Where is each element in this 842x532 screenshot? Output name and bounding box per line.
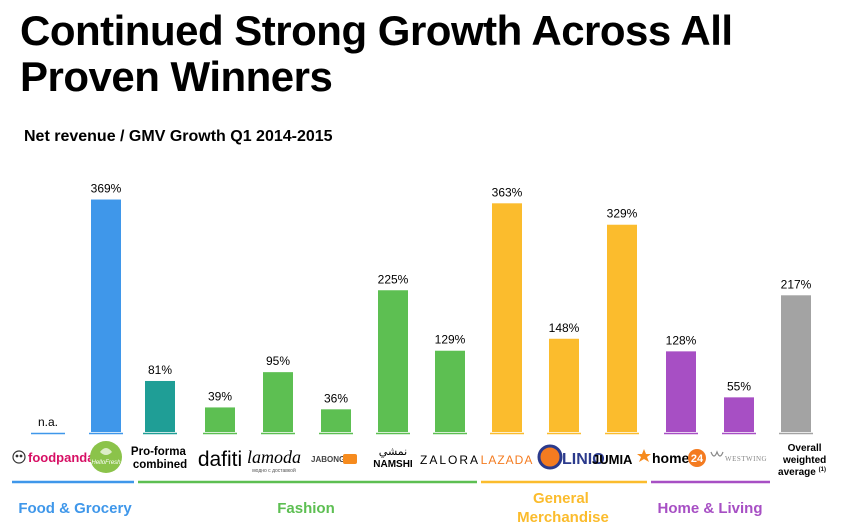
bar-home24 — [666, 351, 696, 432]
lamoda-logo: lamoda модно с доставкой — [247, 447, 301, 474]
chart-subtitle: Net revenue / GMV Growth Q1 2014-2015 — [24, 128, 333, 145]
bar-jabong — [321, 409, 351, 432]
value-label-pro-forma-combined: 81% — [148, 363, 172, 377]
namshi-wordmark: NAMSHI — [373, 459, 413, 470]
home24-badge-number: 24 — [691, 453, 704, 465]
value-label-foodpanda: n.a. — [38, 415, 58, 429]
linio-emblem-icon — [537, 444, 563, 470]
jumia-wordmark: JUMIA — [592, 452, 633, 467]
value-label-zalora: 129% — [435, 333, 466, 347]
food-grocery-label: Food & Grocery — [18, 500, 132, 517]
jumia-logo: JUMIA — [592, 449, 651, 467]
proforma-line-2: combined — [133, 459, 187, 471]
value-label-linio: 148% — [549, 321, 580, 335]
general-merchandise-line-2: Merchandise — [517, 509, 609, 526]
overall-line-3: average — [778, 467, 816, 478]
proforma-label: Pro-forma combined — [131, 446, 189, 471]
namshi-logo: نمشي NAMSHI — [373, 446, 413, 470]
dafiti-wordmark: dafiti — [198, 448, 242, 471]
general-merchandise-label: General Merchandise — [517, 490, 609, 526]
bar-hellofresh — [91, 199, 121, 432]
value-labels-layer: n.a. 369% 81% 39% 95% 36% 225% 129% 363% 148% 329%… — [38, 182, 812, 429]
bar-lamoda — [263, 372, 293, 432]
general-merchandise-line-1: General — [533, 490, 589, 507]
value-label-lazada: 363% — [492, 185, 523, 199]
bar-pro-forma-combined — [145, 380, 175, 432]
lazada-wordmark: LAZADA — [481, 453, 534, 467]
westwing-wordmark: WESTWING — [725, 455, 767, 463]
jabong-tag-icon — [343, 454, 357, 464]
linio-logo: LINIO — [537, 444, 605, 470]
value-label-home24: 128% — [666, 333, 697, 347]
bar-lazada — [492, 203, 522, 432]
bar-dafiti — [205, 407, 235, 432]
bar-namshi — [378, 290, 408, 432]
home-living-label: Home & Living — [657, 500, 762, 517]
linio-wordmark: LINIO — [562, 451, 605, 468]
jabong-logo: JABONG — [311, 454, 357, 464]
namshi-arabic: نمشي — [379, 446, 407, 458]
zalora-wordmark: ZALORA — [420, 453, 480, 467]
westwing-logo: WESTWING — [710, 450, 767, 463]
proforma-line-1: Pro-forma — [131, 446, 187, 458]
bar-zalora — [435, 350, 465, 432]
overall-average-label: Overall weighted average (1) — [778, 443, 829, 478]
brand-logos-row: foodpanda HelloFresh Pro-forma combined … — [12, 441, 829, 478]
home24-badge-icon — [688, 449, 706, 467]
panda-icon — [12, 450, 26, 464]
leaf-icon — [100, 448, 112, 455]
bar-linio — [549, 338, 579, 432]
value-label-jumia: 329% — [607, 207, 638, 221]
foodpanda-logo: foodpanda — [12, 450, 95, 465]
value-label-overall-weighted-average-1: 217% — [781, 277, 812, 291]
value-label-namshi: 225% — [378, 272, 409, 286]
group-labels: Food & Grocery Fashion General Merchandi… — [18, 490, 762, 526]
jabong-wordmark: JABONG — [311, 455, 345, 464]
bars-layer — [31, 199, 813, 435]
value-label-jabong: 36% — [324, 391, 348, 405]
value-label-hellofresh: 369% — [91, 182, 122, 196]
home24-wordmark: home — [652, 450, 690, 466]
overall-line-2: weighted — [782, 455, 826, 466]
hellofresh-badge — [90, 441, 122, 473]
value-label-lamoda: 95% — [266, 354, 290, 368]
bar-overall-weighted-average-1 — [781, 295, 811, 432]
hellofresh-wordmark: HelloFresh — [91, 460, 121, 466]
panda-eye-right — [19, 454, 23, 458]
page-title: Continued Strong Growth Across All Prove… — [20, 7, 733, 100]
home24-logo: home 24 — [652, 449, 706, 467]
hellofresh-logo: HelloFresh — [90, 441, 122, 473]
foodpanda-wordmark: foodpanda — [28, 450, 95, 465]
value-label-dafiti: 39% — [208, 389, 232, 403]
fashion-label: Fashion — [277, 500, 335, 517]
bar-westwing — [724, 397, 754, 432]
overall-footnote: (1) — [819, 467, 826, 473]
lamoda-tagline: модно с доставкой — [252, 467, 296, 474]
lamoda-wordmark: lamoda — [247, 447, 301, 467]
panda-eye-left — [15, 454, 19, 458]
jumia-star-icon — [637, 449, 651, 462]
bar-jumia — [607, 224, 637, 432]
overall-line-1: Overall — [788, 443, 822, 454]
westwing-wing-icon — [710, 450, 724, 457]
value-label-westwing: 55% — [727, 379, 751, 393]
